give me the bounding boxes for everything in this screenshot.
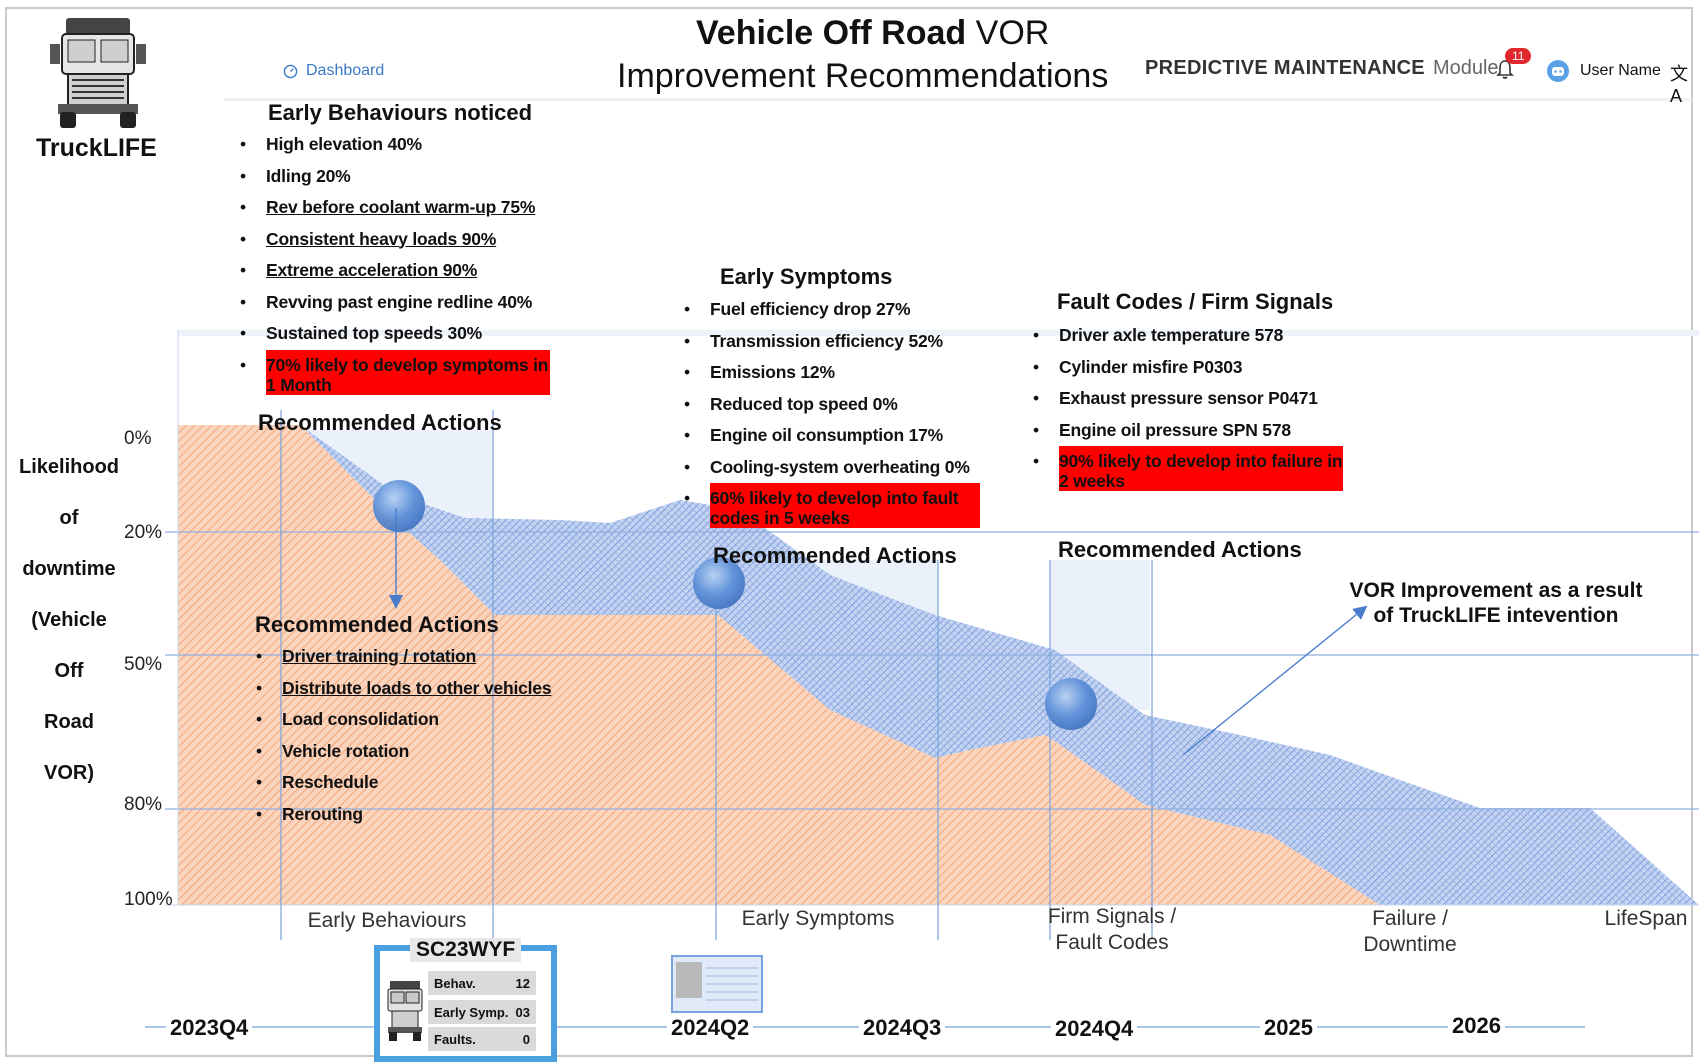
vehicle-plate: SC23WYF <box>410 938 522 962</box>
page-subtitle: Improvement Recommendations <box>617 57 1109 95</box>
early-symptoms-list: Fuel efficiency drop 27% Transmission ef… <box>682 294 980 535</box>
nav-dashboard-label: Dashboard <box>306 62 385 79</box>
y-tick: 0% <box>124 428 152 449</box>
fault-codes-heading: Fault Codes / Firm Signals <box>1057 289 1334 314</box>
module-header: PREDICTIVE MAINTENANCE Module <box>1145 57 1499 80</box>
list-item: Engine oil consumption 17% <box>682 420 980 452</box>
title-bold: Vehicle Off Road <box>696 14 967 52</box>
list-item[interactable]: Driver training / rotation <box>254 641 551 673</box>
list-item[interactable]: Consistent heavy loads 90% <box>238 224 550 256</box>
list-item: Reduced top speed 0% <box>682 389 980 421</box>
card-row-symptoms: Early Symp. 03 <box>428 1000 536 1024</box>
translate-icon[interactable]: 文A <box>1670 64 1688 106</box>
module-title: PREDICTIVE MAINTENANCE <box>1145 57 1425 79</box>
recommended-actions-heading-3: Recommended Actions <box>1058 537 1302 562</box>
list-item: Exhaust pressure sensor P0471 <box>1031 383 1343 415</box>
list-item[interactable]: Distribute loads to other vehicles <box>254 673 552 705</box>
y-tick: 100% <box>124 889 173 910</box>
timeline-label[interactable]: 2024Q3 <box>859 1015 946 1041</box>
fault-bubble <box>1045 678 1097 730</box>
improvement-arrow <box>1182 605 1368 756</box>
list-item[interactable]: Rev before coolant warm-up 75% <box>238 192 550 224</box>
list-item: Cylinder misfire P0303 <box>1031 352 1343 384</box>
recommended-actions-heading: Recommended Actions <box>255 612 499 637</box>
list-item: Idling 20% <box>238 161 550 193</box>
phase-label-lifespan: LifeSpan <box>1604 907 1688 930</box>
recommended-actions-list: Driver training / rotation Distribute lo… <box>254 641 552 831</box>
page-title: Vehicle Off Road VOR <box>696 14 1049 53</box>
list-item: High elevation 40% <box>238 129 550 161</box>
early-symptoms-heading: Early Symptoms <box>720 264 893 289</box>
notification-badge: 11 <box>1505 48 1532 64</box>
blue-improvement-area <box>300 425 1699 905</box>
list-item: Vehicle rotation <box>254 736 551 768</box>
recommended-actions-heading-2: Recommended Actions <box>713 543 957 568</box>
truck-icon <box>387 981 423 1041</box>
list-item[interactable]: Extreme acceleration 90% <box>238 255 550 287</box>
nav-underline <box>224 98 1692 101</box>
card-row-faults: Faults. 0 <box>428 1027 536 1051</box>
user-name: User Name <box>1580 62 1661 79</box>
list-item: Transmission efficiency 52% <box>682 326 980 358</box>
list-item: Emissions 12% <box>682 357 980 389</box>
likelihood-alert: 60% likely to develop into fault codes i… <box>682 483 980 535</box>
list-item: Fuel efficiency drop 27% <box>682 294 980 326</box>
timeline-label[interactable]: 2026 <box>1448 1013 1505 1039</box>
phase-label-early-symptoms: Early Symptoms <box>741 907 895 930</box>
list-item: Revving past engine redline 40% <box>238 287 550 319</box>
timeline-label[interactable]: 2023Q4 <box>166 1015 253 1041</box>
early-behaviours-heading: Early Behaviours noticed <box>268 100 533 125</box>
list-item: Sustained top speeds 30% <box>238 318 550 350</box>
y-tick: 50% <box>124 654 163 675</box>
phase-label-failure: Failure / Downtime <box>1363 907 1457 956</box>
recommended-actions-heading-1: Recommended Actions <box>258 410 502 435</box>
timeline-label[interactable]: 2024Q2 <box>667 1015 754 1041</box>
user-menu[interactable]: User Name <box>1546 59 1661 83</box>
likelihood-alert: 70% likely to develop symptoms in 1 Mont… <box>238 349 550 402</box>
report-thumbnail[interactable] <box>671 955 763 1013</box>
phase-label-early-behaviours: Early Behaviours <box>307 909 467 932</box>
y-tick: 80% <box>124 794 163 815</box>
vehicle-card[interactable]: SC23WYF Behav. 12 Early Symp. 03 Faults. 0 <box>374 938 557 1062</box>
list-item: Cooling-system overheating 0% <box>682 452 980 484</box>
symptom-bubble <box>693 557 745 609</box>
y-tick: 20% <box>124 522 163 543</box>
timeline-label[interactable]: 2024Q4 <box>1051 1016 1138 1042</box>
y-axis-label: Likelihood of downtime (Vehicle Off Road… <box>19 456 119 784</box>
module-subtitle: Module <box>1432 57 1499 79</box>
truck-logo-icon <box>50 18 146 128</box>
timeline-label[interactable]: 2025 <box>1260 1015 1317 1041</box>
list-item: Reschedule <box>254 767 551 799</box>
fault-codes-list: Driver axle temperature 578 Cylinder mis… <box>1031 320 1343 498</box>
nav-dashboard[interactable]: Dashboard <box>283 62 384 80</box>
phase-label-firm-signals: Firm Signals / Fault Codes <box>1047 905 1177 954</box>
vor-improvement-note: VOR Improvement as a result of TruckLIFE … <box>1349 579 1643 627</box>
early-behaviours-list: High elevation 40% Idling 20% Rev before… <box>238 129 550 401</box>
gauge-icon <box>283 64 298 78</box>
title-rest: VOR <box>975 14 1050 52</box>
likelihood-alert: 90% likely to develop into failure in 2 … <box>1031 446 1343 498</box>
card-row-behaviours: Behav. 12 <box>428 971 536 995</box>
behaviour-bubble <box>373 480 425 532</box>
list-item: Engine oil pressure SPN 578 <box>1031 415 1343 447</box>
list-item: Load consolidation <box>254 704 551 736</box>
list-item: Driver axle temperature 578 <box>1031 320 1343 352</box>
brand-name: TruckLIFE <box>36 134 157 162</box>
avatar-icon <box>1547 60 1569 82</box>
list-item: Rerouting <box>254 799 551 831</box>
